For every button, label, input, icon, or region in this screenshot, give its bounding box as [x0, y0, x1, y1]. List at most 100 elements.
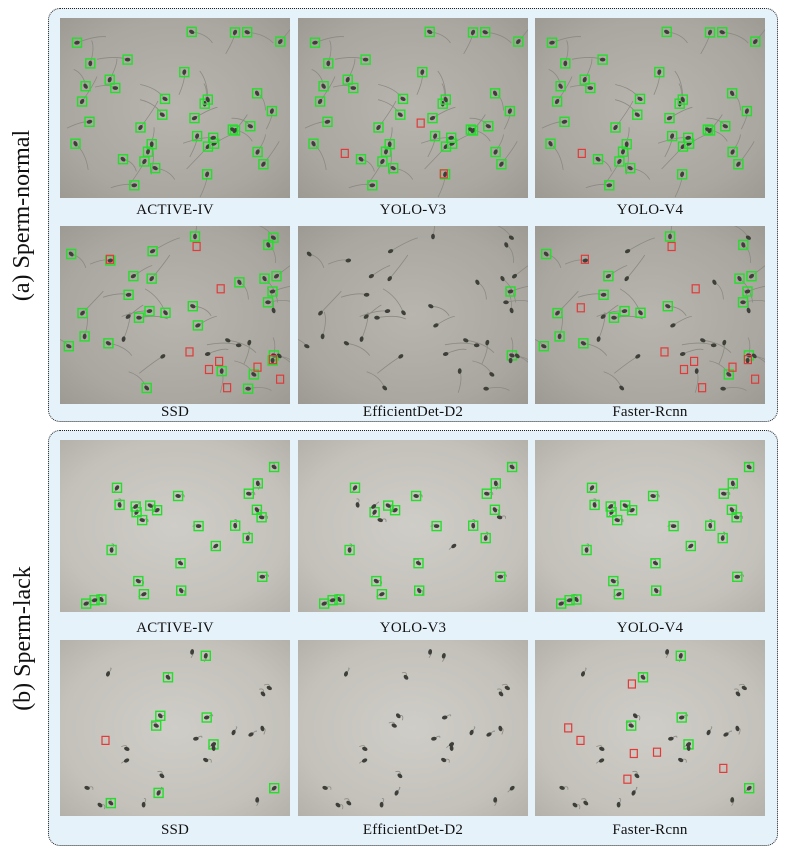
- detection-box-correct: [136, 514, 148, 526]
- sperm-head: [154, 508, 160, 513]
- sperm-tail: [279, 29, 290, 42]
- sperm-head: [680, 96, 685, 103]
- detection-box-correct: [138, 588, 150, 600]
- sperm-head: [637, 96, 643, 102]
- sperm-head: [433, 133, 438, 139]
- sperm-tail: [598, 312, 606, 340]
- sperm-head: [271, 785, 277, 791]
- sperm-head: [624, 276, 629, 282]
- section-b-label: (b) Sperm-lack: [9, 565, 36, 711]
- detection-box-correct: [129, 180, 140, 191]
- sperm-head: [719, 30, 725, 35]
- sperm-tail: [327, 259, 349, 265]
- sperm-head: [163, 310, 168, 316]
- sperm-head: [190, 304, 196, 309]
- sperm-head: [68, 251, 74, 257]
- detection-box-error: [577, 148, 586, 158]
- sperm-head: [746, 307, 751, 314]
- sperm-head: [707, 29, 713, 36]
- detection-box-correct: [677, 94, 689, 105]
- detection-box-correct: [160, 307, 171, 319]
- sperm-head: [745, 357, 750, 364]
- detection-box-correct: [144, 500, 156, 511]
- sperm-tail: [738, 141, 755, 165]
- sperm-head: [678, 653, 683, 659]
- detection-box-error: [416, 118, 425, 128]
- detection-box-correct: [662, 300, 674, 312]
- detection-box-error: [728, 362, 737, 372]
- detection-box-correct: [130, 501, 141, 512]
- sperm-head: [558, 83, 563, 89]
- sperm-head: [622, 503, 628, 508]
- detection-box-correct: [189, 112, 200, 124]
- sperm-head: [548, 141, 553, 147]
- sperm-head: [722, 124, 728, 129]
- sperm-head: [260, 691, 266, 697]
- sperm-tail: [541, 121, 565, 129]
- sperm-tail: [140, 100, 159, 128]
- detection-box-correct: [716, 26, 728, 38]
- sperm-head: [124, 746, 130, 751]
- detection-box-correct: [267, 286, 278, 297]
- sperm-head: [134, 509, 139, 515]
- detection-box-correct: [373, 122, 384, 133]
- sperm-head: [271, 307, 276, 314]
- sperm-tail: [627, 237, 655, 252]
- detection-box-error: [629, 748, 638, 759]
- sperm-tail: [366, 371, 386, 389]
- detection-box-correct: [262, 297, 274, 308]
- detection-box-correct: [417, 66, 428, 78]
- sperm-head: [312, 40, 318, 45]
- detection-box-correct: [733, 158, 744, 170]
- sperm-tail: [138, 315, 169, 320]
- sperm-head: [157, 713, 163, 719]
- microscope-field: [84, 649, 280, 810]
- sperm-tail: [94, 85, 116, 89]
- detection-box-error: [698, 383, 707, 393]
- detection-box-correct: [445, 132, 457, 144]
- sperm-head: [471, 522, 476, 529]
- sperm-head: [483, 386, 489, 391]
- sperm-head: [203, 653, 208, 659]
- sperm-head: [457, 368, 462, 374]
- detection-box-correct: [410, 490, 422, 502]
- detection-box-correct: [63, 340, 75, 352]
- sperm-head: [271, 464, 277, 470]
- detection-box-correct: [150, 720, 162, 731]
- cell-a-yolo-v4: YOLO-V4: [535, 18, 765, 228]
- sperm-head: [503, 300, 509, 305]
- detection-box-correct: [635, 307, 646, 319]
- detection-box-error: [215, 356, 224, 366]
- sperm-head: [205, 96, 210, 103]
- cell-b-yolo-v4: YOLO-V4: [535, 440, 765, 640]
- sperm-head: [685, 742, 692, 747]
- sperm-tail: [661, 146, 684, 170]
- sperm-head: [744, 289, 751, 294]
- detection-box-correct: [349, 482, 361, 493]
- microscope-field: [81, 461, 280, 609]
- sperm-head: [640, 674, 646, 680]
- sperm-head: [561, 119, 568, 124]
- detection-box-correct: [496, 158, 507, 170]
- sperm-head: [254, 507, 260, 513]
- sperm-head: [270, 235, 276, 240]
- detection-box-correct: [259, 273, 270, 284]
- sperm-tail: [569, 85, 591, 89]
- sperm-head: [734, 574, 741, 579]
- detection-box-correct: [268, 461, 280, 473]
- sperm-tail: [678, 83, 682, 104]
- sperm-tail: [437, 70, 447, 100]
- detection-box-correct: [654, 66, 665, 78]
- detection-box-correct: [704, 27, 716, 38]
- sperm-tail: [110, 183, 135, 189]
- sperm-head: [484, 491, 490, 496]
- sperm-tail: [510, 285, 528, 292]
- detection-box-correct: [263, 239, 274, 251]
- sperm-head: [740, 300, 746, 305]
- sperm-head: [741, 685, 747, 691]
- sperm-head: [599, 746, 605, 751]
- sperm-head: [153, 723, 159, 728]
- sperm-head: [498, 725, 503, 732]
- sperm-tail: [378, 84, 404, 100]
- detection-box-correct: [741, 105, 753, 117]
